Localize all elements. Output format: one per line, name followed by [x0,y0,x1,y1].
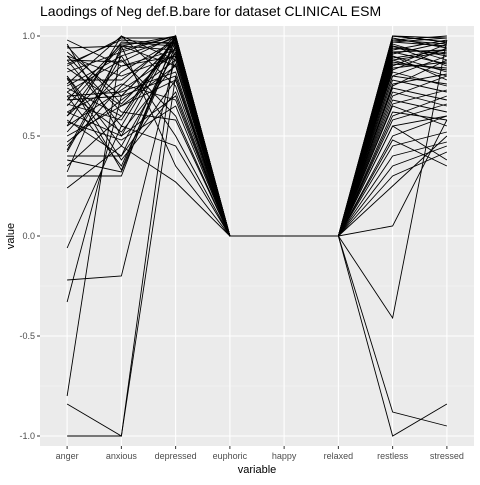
y-axis: 1.0 0.5 0.0 -0.5 -1.0 [19,31,40,441]
x-tick-label-anxious: anxious [106,451,138,461]
x-axis: anger anxious depressed euphoric happy relaxe… [56,446,464,461]
y-tick-label: -0.5 [19,331,35,341]
y-tick-label: 0.0 [22,231,35,241]
y-tick-label: -1.0 [19,431,35,441]
y-tick-label: 0.5 [22,131,35,141]
minor-gridlines [40,85,474,387]
x-tick-label-depressed: depressed [155,451,197,461]
x-tick-label-anger: anger [56,451,79,461]
chart-title: Laodings of Neg def.B.bare for dataset C… [40,3,381,19]
x-axis-title: variable [238,464,277,476]
y-tick-label: 1.0 [22,31,35,41]
y-axis-title: value [5,223,17,249]
x-tick-label-stressed: stressed [430,451,464,461]
series-lines [66,34,448,437]
x-tick-label-restless: restless [377,451,409,461]
x-tick-label-happy: happy [272,451,297,461]
x-tick-label-euphoric: euphoric [213,451,248,461]
x-tick-label-relaxed: relaxed [324,451,354,461]
series-line-54 [66,36,447,237]
